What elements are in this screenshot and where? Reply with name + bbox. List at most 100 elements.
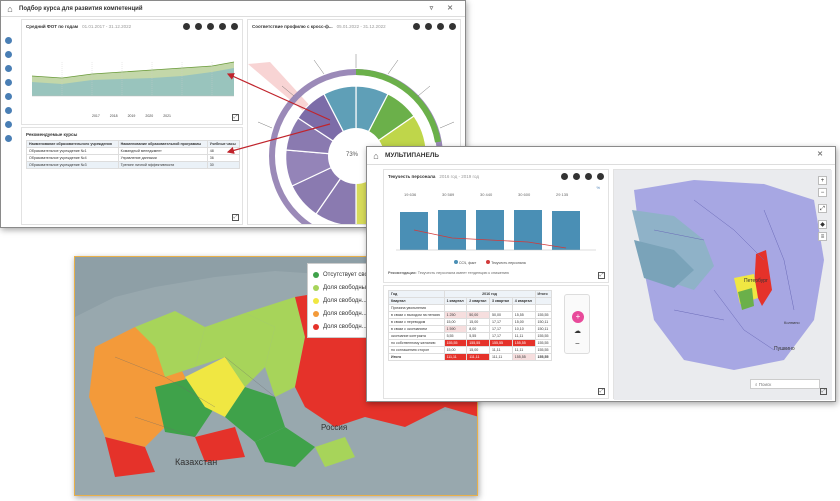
legend-item[interactable]: Отсутствует своб...: [313, 268, 441, 281]
upload-icon[interactable]: ☁: [574, 328, 581, 335]
panel-city-map: Петербург Пушкино Колпино + − ⤢ ◆ ≡ ⌕ По…: [613, 169, 832, 400]
side-filter-icon[interactable]: [5, 37, 12, 44]
filter-icon: [219, 23, 226, 30]
zoom-out-button[interactable]: −: [818, 188, 827, 197]
side-filter-icon[interactable]: [5, 93, 12, 100]
table-row[interactable]: в связи с переводом 15,00 15,00 17,17 15,00 1…: [388, 318, 552, 326]
table-row[interactable]: окончание контракта 5,55 5,55 17,17 11,11 155…: [388, 332, 552, 340]
chart-icon: [561, 173, 568, 180]
side-filter-icon[interactable]: [5, 107, 12, 114]
close-icon[interactable]: ✕: [817, 151, 829, 158]
percent-link[interactable]: %: [596, 185, 600, 190]
filter-icon: [585, 173, 592, 180]
window-title: Подбор курса для развития компетенций: [19, 5, 143, 12]
home-icon[interactable]: ⌂: [373, 150, 379, 161]
bar: [400, 212, 428, 250]
map-label-russia: Россия: [321, 423, 348, 432]
table-row[interactable]: Образовательное учреждение №4 Управление …: [26, 154, 241, 162]
panel-title: Текучесть персонала 2016 год - 2019 год: [388, 174, 480, 179]
expand-icon[interactable]: ⤢: [232, 114, 239, 121]
legend-item[interactable]: Доля свободных...: [313, 281, 441, 294]
home-icon[interactable]: ⌂: [7, 3, 13, 14]
table-row[interactable]: Причина увольнения: [388, 304, 552, 312]
panel-title: Средний ФОТ по годам 01.01.2017 - 31.12.2…: [26, 24, 132, 29]
expand-icon[interactable]: ⤢: [598, 272, 605, 279]
chart-legend: 2017 2018 2019 2020 2021: [92, 114, 171, 118]
zoom-in-button[interactable]: +: [818, 176, 827, 185]
expand-icon[interactable]: ⤢: [598, 388, 605, 395]
export-icon: [231, 23, 238, 30]
info-icon: [573, 173, 580, 180]
search-icon: ⌕: [755, 382, 758, 387]
table-row[interactable]: Образовательное учреждение №1 Командный м…: [26, 147, 241, 155]
legend-item: 2020: [145, 114, 154, 118]
legend-item: 2021: [163, 114, 171, 118]
tag-icon[interactable]: ◆: [818, 220, 827, 229]
legend-item[interactable]: ССЧ, факт: [454, 260, 476, 265]
courses-table: Наименование образовательного учреждения…: [26, 140, 241, 169]
panel-toolbar[interactable]: [183, 23, 238, 30]
side-filter-icon[interactable]: [5, 135, 12, 142]
bar: [552, 211, 580, 250]
bar-chart: 19 636 30 589 30 440 30 600 29 135: [396, 190, 596, 256]
panel-title: Рекомендуемые курсы: [26, 132, 78, 137]
window-titlebar: ⌂ Подбор курса для развития компетенций …: [1, 1, 465, 17]
panel-turnover: Текучесть персонала 2016 год - 2019 год %…: [383, 169, 609, 283]
info-icon: [207, 23, 214, 30]
panel-toolbar[interactable]: [561, 173, 604, 180]
fullscreen-icon[interactable]: ⤢: [818, 204, 827, 213]
city-map[interactable]: [614, 170, 832, 400]
panel-toolbar[interactable]: [413, 23, 456, 30]
panel-avg-fot: Средний ФОТ по годам 01.01.2017 - 31.12.2…: [21, 19, 243, 125]
remove-button[interactable]: −: [575, 339, 580, 348]
radial-center-value: 73%: [346, 152, 359, 158]
side-filter-icon[interactable]: [5, 65, 12, 72]
map-label-kazakhstan: Казахстан: [175, 457, 218, 467]
map-search[interactable]: ⌕ Поиск: [750, 379, 820, 389]
legend-item: 2017: [92, 114, 100, 118]
table-header: Наименование образовательного учреждения…: [26, 140, 241, 148]
window-title: МУЛЬТИПАНЕЛЬ: [385, 152, 440, 159]
map-label-city: Колпино: [784, 320, 800, 325]
window-titlebar: ⌂ МУЛЬТИПАНЕЛЬ ✕: [367, 147, 835, 165]
table-header: Год 2016 год Итого: [388, 290, 552, 298]
table-row[interactable]: в связи с выходом на пенсию 1 250 50,00 50,…: [388, 311, 552, 319]
export-icon: [449, 23, 456, 30]
add-button[interactable]: +: [572, 311, 584, 323]
side-filter-icon[interactable]: [5, 79, 12, 86]
table-controls: + ☁ −: [564, 294, 590, 354]
legend-item[interactable]: Доля свободн...: [313, 307, 441, 320]
map-label-city: Пушкино: [774, 346, 795, 352]
legend-item: 2018: [109, 114, 118, 118]
download-icon: [195, 23, 202, 30]
legend-item[interactable]: Доля свободн...: [313, 320, 441, 333]
side-filter-icon[interactable]: [5, 51, 12, 58]
table-row[interactable]: по соглашению сторон 15,00 15,00 11,11 11,11…: [388, 346, 552, 354]
dismissal-table: Год 2016 год Итого Квартал 1 квартал 2 кварт…: [388, 290, 552, 361]
chart-icon: [183, 23, 190, 30]
window-actions[interactable]: ▿ ✕: [429, 5, 459, 12]
bar-top-label: 30 589: [442, 192, 455, 197]
bar: [514, 210, 542, 250]
table-row[interactable]: в связи с окончанием 1 590 8,00 17,17 10,10 1…: [388, 325, 552, 333]
area-chart: [31, 61, 235, 97]
bar-top-label: 30 600: [518, 192, 531, 197]
table-header: Квартал 1 квартал 2 квартал 3 квартал 4 квар…: [388, 297, 552, 305]
legend-item[interactable]: Доля свободн...: [313, 294, 441, 307]
table-row[interactable]: Образовательное учреждение №3 Тренинг лич…: [26, 161, 241, 169]
table-row[interactable]: Итого 111,11 111,11 111,11 155,55 155,55: [388, 353, 552, 361]
legend-item[interactable]: Текучесть персонала: [486, 260, 526, 265]
layers-icon[interactable]: ≡: [818, 232, 827, 241]
legend-item: 2019: [127, 114, 136, 118]
bar-top-label: 30 440: [480, 192, 493, 197]
table-row[interactable]: по собственному желанию 155,55 155,55 155,5…: [388, 339, 552, 347]
expand-icon[interactable]: ⤢: [820, 388, 827, 395]
side-filter-icon[interactable]: [5, 121, 12, 128]
search-input[interactable]: Поиск: [758, 382, 772, 387]
bar-chart-svg: [396, 210, 596, 251]
bar: [438, 210, 466, 250]
panel-title: Соответствие профилю с кросс-ф... 05.01.2…: [252, 24, 386, 29]
expand-icon[interactable]: ⤢: [232, 214, 239, 221]
bar-top-label: 29 135: [556, 192, 569, 197]
window-multipanel: ⌂ МУЛЬТИПАНЕЛЬ ✕ Текучесть персонала 2016…: [366, 146, 836, 402]
